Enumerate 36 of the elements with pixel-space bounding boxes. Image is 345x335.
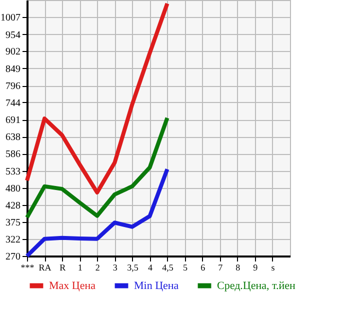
x-tick-label: RA	[38, 262, 52, 272]
y-tick-label: 586	[6, 149, 20, 160]
x-tick-label: 3	[112, 262, 118, 272]
x-tick-label: 9	[253, 262, 258, 272]
x-tick-label: 6	[200, 262, 206, 272]
x-tick-label: ***	[20, 262, 35, 272]
y-tick-label: 691	[6, 115, 20, 126]
x-tick-label: 5	[183, 262, 188, 272]
x-tick-label: R	[60, 262, 66, 272]
x-tick-label: 8	[236, 262, 241, 272]
y-tick-label: 1007	[0, 12, 20, 24]
line-series	[25, 2, 170, 194]
x-tick-label: 4,5	[162, 262, 174, 272]
y-tick-label: 849	[6, 64, 20, 75]
x-tick-label: 7	[218, 262, 224, 272]
y-tick-label: 796	[6, 81, 20, 92]
line-series	[25, 167, 170, 258]
legend-label: Сред.Цена, т.йен	[217, 280, 296, 292]
x-tick-label: 4	[148, 262, 153, 272]
legend-label: Min Цена	[134, 280, 179, 292]
x-tick-label: 3,5	[127, 262, 139, 272]
x-tick-label: s	[271, 262, 276, 272]
line-series	[25, 116, 170, 220]
y-tick-label: 902	[6, 46, 20, 58]
y-tick-label: 322	[6, 234, 20, 246]
y-tick-label: 954	[6, 30, 20, 41]
legend-label: Max Цена	[49, 280, 96, 292]
y-tick-label: 428	[6, 200, 20, 212]
y-tick-label: 270	[6, 252, 20, 262]
x-tick-label: 1	[78, 262, 82, 272]
y-tick-label: 638	[6, 132, 20, 144]
y-tick-label: 375	[6, 217, 20, 228]
y-tick-label: 480	[6, 183, 20, 194]
y-tick-label: 744	[6, 98, 20, 109]
y-tick-label: 533	[6, 166, 20, 178]
x-tick-label: 2	[95, 262, 100, 272]
